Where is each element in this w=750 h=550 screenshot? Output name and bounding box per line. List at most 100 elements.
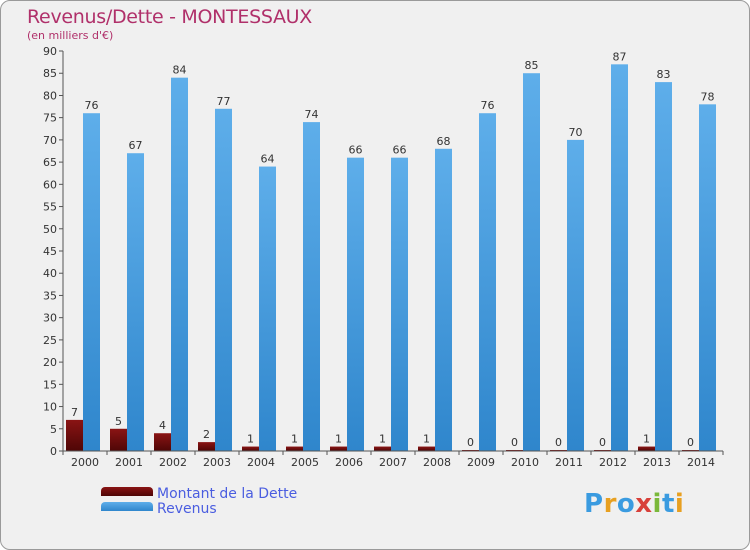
bar-revenue: [391, 157, 408, 451]
x-tick-label: 2004: [247, 456, 275, 469]
x-tick-label: 2005: [291, 456, 319, 469]
bar-revenue: [699, 104, 716, 451]
y-tick-label: 60: [43, 178, 57, 191]
data-label-debt: 2: [203, 428, 210, 441]
y-tick-label: 50: [43, 223, 57, 236]
bar-revenue: [655, 82, 672, 451]
data-label-revenue: 87: [613, 50, 627, 63]
bar-debt: [418, 446, 435, 451]
bars: 7 76 5 67 4 84 2 77 1 64 1 74 1 66 1 66 1 68 0 76 0 85 0 70 0 87 1…: [66, 50, 716, 452]
data-label-revenue: 64: [261, 153, 275, 166]
data-label-debt: 4: [159, 419, 166, 432]
data-label-revenue: 74: [305, 108, 319, 121]
data-label-debt: 1: [247, 433, 254, 446]
x-tick-label: 2006: [335, 456, 363, 469]
y-tick-label: 20: [43, 356, 57, 369]
data-label-debt: 7: [71, 406, 78, 419]
y-tick-label: 55: [43, 201, 57, 214]
data-label-revenue: 76: [85, 99, 99, 112]
data-label-revenue: 66: [393, 144, 407, 157]
y-tick-label: 5: [50, 423, 57, 436]
bar-revenue: [259, 166, 276, 452]
x-tick-label: 2012: [599, 456, 627, 469]
data-label-debt: 1: [291, 433, 298, 446]
x-tick-label: 2008: [423, 456, 451, 469]
legend-swatch-revenue: [101, 502, 153, 511]
y-tick-label: 80: [43, 89, 57, 102]
data-label-revenue: 67: [129, 139, 143, 152]
data-label-debt: 0: [599, 436, 606, 449]
bar-debt: [638, 446, 655, 451]
data-label-debt: 0: [555, 436, 562, 449]
x-tick-label: 2002: [159, 456, 187, 469]
y-tick-label: 90: [43, 45, 57, 58]
data-label-revenue: 85: [525, 59, 539, 72]
y-tick-label: 45: [43, 245, 57, 258]
bar-debt: [286, 446, 303, 451]
x-axis: 2000 2001 2002 2003 2004 2005 2006 2007 2008 2009…: [62, 450, 724, 469]
bar-debt: [374, 446, 391, 451]
data-label-revenue: 78: [701, 90, 715, 103]
y-tick-label: 15: [43, 378, 57, 391]
legend-swatch-debt: [101, 487, 153, 496]
y-tick-label: 65: [43, 156, 57, 169]
bar-revenue: [347, 157, 364, 451]
chart-subtitle: (en milliers d'€): [27, 29, 114, 42]
legend-label-revenue: Revenus: [157, 501, 217, 517]
bar-debt: [66, 419, 83, 451]
data-label-debt: 0: [467, 436, 474, 449]
data-label-debt: 0: [687, 436, 694, 449]
data-label-revenue: 68: [437, 135, 451, 148]
bar-debt: [198, 442, 215, 451]
x-tick-label: 2009: [467, 456, 495, 469]
bar-revenue: [171, 77, 188, 452]
data-label-revenue: 77: [217, 95, 231, 108]
proxiti-logo: Proxiti: [584, 489, 685, 519]
bar-revenue: [127, 153, 144, 451]
bar-revenue: [303, 122, 320, 451]
data-label-revenue: 66: [349, 144, 363, 157]
y-tick-label: 40: [43, 267, 57, 280]
y-tick-label: 25: [43, 334, 57, 347]
bar-debt: [110, 428, 127, 451]
bar-debt: [154, 433, 171, 451]
chart-title: Revenus/Dette - MONTESSAUX: [27, 6, 312, 28]
bar-revenue: [83, 113, 100, 451]
y-tick-label: 0: [50, 445, 57, 458]
data-label-debt: 1: [379, 433, 386, 446]
bar-revenue: [215, 108, 232, 452]
x-tick-label: 2013: [643, 456, 671, 469]
data-label-revenue: 76: [481, 99, 495, 112]
y-tick-label: 75: [43, 112, 57, 125]
bar-debt: [330, 446, 347, 451]
data-label-debt: 1: [335, 433, 342, 446]
y-axis: 0 5 10 15 20 25 30 35 40 45 50 55 60 65 70 75 80 85 90: [43, 45, 64, 458]
bar-revenue: [611, 64, 628, 452]
data-label-revenue: 83: [657, 68, 671, 81]
x-tick-label: 2007: [379, 456, 407, 469]
x-tick-label: 2014: [687, 456, 715, 469]
data-label-debt: 1: [643, 433, 650, 446]
y-tick-label: 10: [43, 401, 57, 414]
data-label-debt: 5: [115, 415, 122, 428]
x-tick-label: 2000: [71, 456, 99, 469]
legend-label-debt: Montant de la Dette: [157, 486, 298, 502]
bar-revenue: [479, 113, 496, 451]
y-tick-label: 70: [43, 134, 57, 147]
x-tick-label: 2011: [555, 456, 583, 469]
bar-revenue: [523, 73, 540, 451]
data-label-debt: 1: [423, 433, 430, 446]
x-tick-label: 2001: [115, 456, 143, 469]
y-tick-label: 85: [43, 67, 57, 80]
bar-revenue: [435, 148, 452, 451]
data-label-debt: 0: [511, 436, 518, 449]
bar-revenue: [567, 139, 584, 451]
data-label-revenue: 70: [569, 126, 583, 139]
bar-debt: [242, 446, 259, 451]
data-label-revenue: 84: [173, 64, 187, 77]
y-tick-label: 35: [43, 289, 57, 302]
y-tick-label: 30: [43, 312, 57, 325]
x-tick-label: 2003: [203, 456, 231, 469]
